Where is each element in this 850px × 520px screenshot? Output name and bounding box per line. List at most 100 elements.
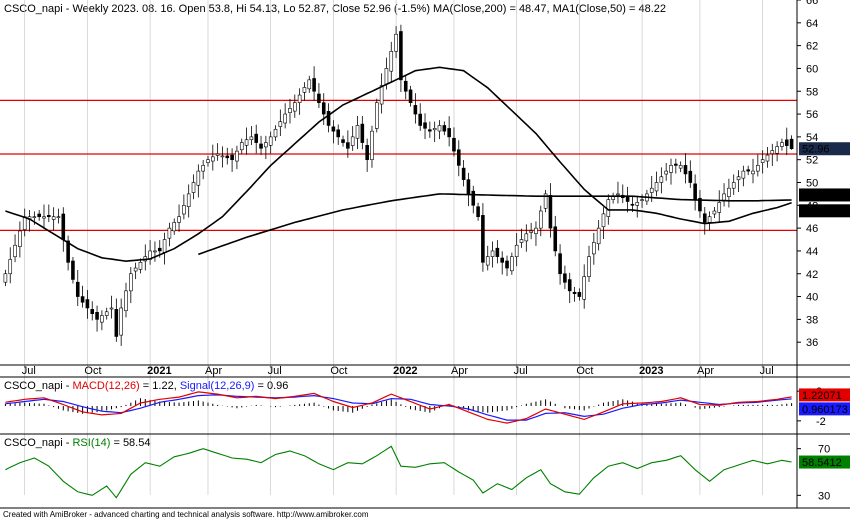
- candle-body: [350, 136, 355, 146]
- candle-body: [114, 309, 119, 337]
- value-tag-box: [799, 188, 850, 202]
- candle-body: [8, 259, 13, 275]
- candle-body: [365, 145, 369, 160]
- x-tick-label: Apr: [205, 365, 222, 377]
- candle-body: [341, 139, 345, 143]
- candle-body: [273, 128, 278, 138]
- macd-panel-title: CSCO_napi - MACD(12,26) = 1.22, Signal(1…: [4, 380, 288, 392]
- candle-body: [80, 296, 85, 303]
- candle-body: [22, 216, 27, 230]
- candle-body: [408, 89, 413, 103]
- candle-body: [674, 163, 678, 166]
- candle-body: [640, 199, 644, 201]
- candle-body: [133, 267, 138, 272]
- rsi-title-label: RSI(14): [72, 437, 110, 449]
- candle-body: [505, 260, 509, 269]
- candle-body: [563, 273, 567, 283]
- candle-body: [601, 213, 606, 228]
- candle-body: [109, 307, 114, 310]
- candle-body: [244, 139, 249, 146]
- candle-body: [693, 183, 697, 200]
- candle-body: [587, 256, 591, 277]
- value-tag-box: [799, 455, 850, 469]
- x-tick-label: Jul: [760, 365, 774, 377]
- candle-body: [712, 210, 717, 215]
- x-tick-label: 2021: [147, 365, 171, 377]
- x-tick-label: Apr: [451, 365, 468, 377]
- candle-body: [456, 149, 461, 166]
- y-tick-label: 50: [806, 178, 818, 190]
- candle-body: [490, 250, 495, 257]
- candle-body: [95, 312, 99, 320]
- y-tick-label: 40: [806, 292, 818, 304]
- candle-body: [548, 194, 553, 229]
- candle-body: [191, 182, 196, 193]
- candle-body: [428, 129, 432, 132]
- candle-body: [495, 247, 500, 257]
- candle-body: [789, 138, 794, 150]
- candle-body: [466, 179, 471, 195]
- candle-body: [654, 182, 659, 192]
- candle-body: [264, 142, 268, 148]
- candle-body: [211, 156, 215, 162]
- macd-y-tick-label: -2: [816, 416, 826, 428]
- candle-body: [476, 206, 480, 218]
- price-panel: CSCO_napi - Weekly 2023. 08. 16. Open 53…: [0, 0, 850, 495]
- candle-body: [736, 176, 741, 181]
- candle-body: [288, 108, 292, 113]
- candle-body: [61, 213, 66, 240]
- x-tick-label: Oct: [84, 365, 101, 377]
- candle-body: [741, 170, 746, 179]
- macd-line: [5, 391, 792, 424]
- candle-body: [249, 136, 254, 141]
- candle-body: [370, 130, 374, 160]
- y-tick-label: 46: [806, 223, 818, 235]
- candle-body: [259, 143, 263, 149]
- candle-body: [307, 79, 312, 90]
- y-tick-label: 60: [806, 63, 818, 75]
- candle-body: [572, 291, 577, 295]
- amibroker-credit: Created with AmiBroker - advanced charti…: [3, 510, 369, 519]
- candle-body: [225, 155, 230, 159]
- candle-body: [746, 169, 750, 172]
- candle-body: [500, 257, 504, 263]
- candle-body: [775, 146, 779, 154]
- candle-body: [731, 182, 736, 189]
- candle-body: [611, 196, 615, 200]
- candle-body: [529, 230, 533, 233]
- rsi-title-value: 58.54: [123, 437, 151, 449]
- candle-body: [297, 94, 302, 103]
- candle-body: [90, 309, 95, 314]
- x-tick-label: Jul: [514, 365, 528, 377]
- y-tick-label: 52: [806, 155, 818, 167]
- candle-body: [582, 276, 586, 300]
- candle-body: [592, 242, 596, 255]
- candle-body: [616, 193, 620, 196]
- candle-body: [765, 154, 770, 162]
- candle-body: [162, 239, 167, 253]
- candle-body: [302, 87, 307, 93]
- candle-body: [47, 215, 51, 218]
- candle-body: [558, 253, 562, 275]
- candle-body: [384, 68, 389, 85]
- candle-body: [100, 315, 104, 323]
- candle-body: [678, 165, 683, 169]
- rsi-y-tick-label: 70: [818, 444, 830, 456]
- candle-body: [688, 170, 693, 183]
- candle-body: [239, 142, 244, 151]
- candle-body: [625, 196, 630, 202]
- candle-body: [577, 292, 582, 297]
- candle-body: [177, 216, 181, 223]
- candle-body: [413, 105, 418, 115]
- candle-body: [312, 78, 316, 92]
- candle-body: [51, 216, 56, 220]
- candle-body: [717, 202, 722, 213]
- signal-line: [5, 394, 792, 421]
- candle-body: [698, 197, 702, 212]
- candle-body: [37, 213, 41, 218]
- candle-body: [268, 136, 273, 146]
- candle-body: [360, 123, 365, 143]
- candle-body: [553, 226, 558, 252]
- rsi-line: [5, 445, 792, 499]
